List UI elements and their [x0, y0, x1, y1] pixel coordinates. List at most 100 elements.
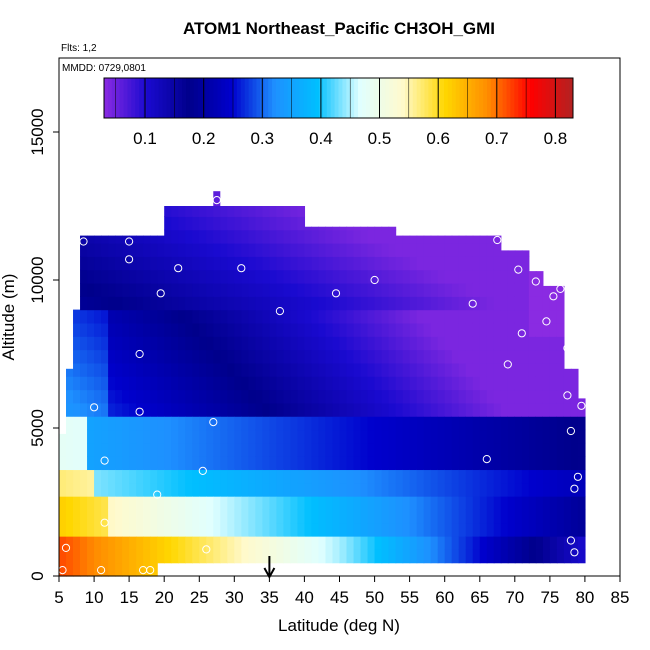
- heatmap-cell: [444, 256, 453, 271]
- heatmap-cell: [283, 389, 292, 404]
- observation-point: [198, 466, 207, 475]
- heatmap-cell: [507, 349, 516, 364]
- heatmap-cell: [388, 416, 397, 431]
- heatmap-cell: [549, 429, 558, 444]
- heatmap-cell: [353, 226, 362, 231]
- heatmap-cell: [339, 389, 348, 404]
- colorbar-tick-label: 0.3: [250, 129, 274, 148]
- heatmap-cell: [535, 402, 544, 417]
- colorbar-segment: [326, 78, 332, 118]
- observation-point: [482, 455, 491, 464]
- heatmap-cell: [66, 442, 74, 457]
- heatmap-cell: [304, 536, 313, 550]
- heatmap-cell: [73, 549, 81, 564]
- heatmap-cell: [549, 296, 558, 311]
- heatmap-cell: [269, 243, 277, 257]
- heatmap-cell: [507, 402, 516, 417]
- colorbar-segment: [530, 78, 535, 118]
- heatmap-cell: [220, 389, 228, 404]
- heatmap-cell: [87, 362, 95, 377]
- heatmap-cell: [241, 296, 249, 311]
- heatmap-cell: [388, 226, 397, 231]
- heatmap-cell: [493, 336, 502, 351]
- heatmap-cell: [290, 229, 299, 244]
- heatmap-cell: [108, 549, 116, 564]
- heatmap-cell: [206, 322, 214, 337]
- heatmap-cell: [556, 362, 565, 377]
- heatmap-cell: [192, 496, 200, 510]
- colorbar-segment: [197, 78, 203, 118]
- heatmap-cell: [430, 256, 439, 271]
- heatmap-cell: [199, 256, 207, 271]
- heatmap-cell: [374, 496, 383, 510]
- colorbar-segment: [526, 78, 531, 118]
- heatmap-cell: [465, 482, 474, 497]
- heatmap-cell: [409, 296, 418, 311]
- heatmap-cell: [136, 549, 144, 564]
- heatmap-cell: [521, 349, 530, 364]
- heatmap-cell: [430, 496, 439, 510]
- heatmap-cell: [311, 226, 320, 231]
- heatmap-cell: [262, 402, 270, 417]
- heatmap-cell: [353, 469, 362, 484]
- heatmap-cell: [360, 442, 369, 457]
- heatmap-cell: [101, 549, 109, 564]
- heatmap-cell: [353, 349, 362, 364]
- heatmap-cell: [108, 269, 116, 284]
- heatmap-cell: [269, 282, 277, 297]
- heatmap-cell: [206, 206, 214, 217]
- heatmap-cell: [143, 269, 151, 284]
- heatmap-cell: [507, 442, 516, 457]
- heatmap-cell: [500, 336, 509, 351]
- heatmap-cell: [206, 522, 214, 537]
- heatmap-cell: [360, 282, 369, 297]
- heatmap-cell: [493, 416, 502, 431]
- heatmap-cell: [269, 349, 277, 364]
- heatmap-cell: [122, 456, 130, 471]
- heatmap-cell: [234, 336, 242, 351]
- heatmap-cell: [479, 282, 488, 297]
- heatmap-cell: [451, 456, 460, 471]
- heatmap-cell: [367, 336, 376, 351]
- heatmap-cell: [514, 442, 523, 457]
- heatmap-cell: [150, 362, 158, 377]
- x-tick-label: 25: [190, 588, 209, 607]
- heatmap-cell: [493, 269, 502, 284]
- heatmap-cell: [570, 482, 579, 497]
- heatmap-cell: [493, 362, 502, 377]
- heatmap-cell: [318, 229, 327, 244]
- heatmap-cell: [423, 456, 432, 471]
- heatmap-cell: [486, 296, 495, 311]
- heatmap-cell: [269, 482, 277, 497]
- heatmap-cell: [108, 243, 116, 257]
- heatmap-cell: [73, 322, 81, 337]
- heatmap-cell: [241, 416, 249, 431]
- observation-point: [212, 196, 221, 205]
- heatmap-cell: [409, 282, 418, 297]
- heatmap-cell: [199, 282, 207, 297]
- heatmap-cell: [423, 389, 432, 404]
- heatmap-cell: [514, 509, 523, 524]
- heatmap-cell: [241, 282, 249, 297]
- heatmap-cell: [556, 416, 565, 431]
- heatmap-cell: [115, 376, 123, 391]
- heatmap-cell: [486, 362, 495, 377]
- observation-point: [90, 403, 99, 412]
- heatmap-cell: [521, 336, 530, 351]
- heatmap-cell: [563, 509, 572, 524]
- heatmap-cell: [171, 362, 179, 377]
- heatmap-cell: [423, 482, 432, 497]
- observation-point: [135, 349, 144, 359]
- heatmap-cell: [472, 429, 481, 444]
- heatmap-cell: [381, 509, 390, 524]
- heatmap-cell: [206, 376, 214, 391]
- heatmap-cell: [262, 362, 270, 377]
- heatmap-cell: [430, 235, 439, 244]
- heatmap-cell: [94, 442, 102, 457]
- heatmap-cell: [374, 243, 383, 257]
- heatmap-cell: [150, 322, 158, 337]
- heatmap-cell: [262, 349, 270, 364]
- heatmap-cell: [192, 206, 200, 217]
- heatmap-cell: [374, 226, 383, 231]
- heatmap-cell: [437, 549, 446, 564]
